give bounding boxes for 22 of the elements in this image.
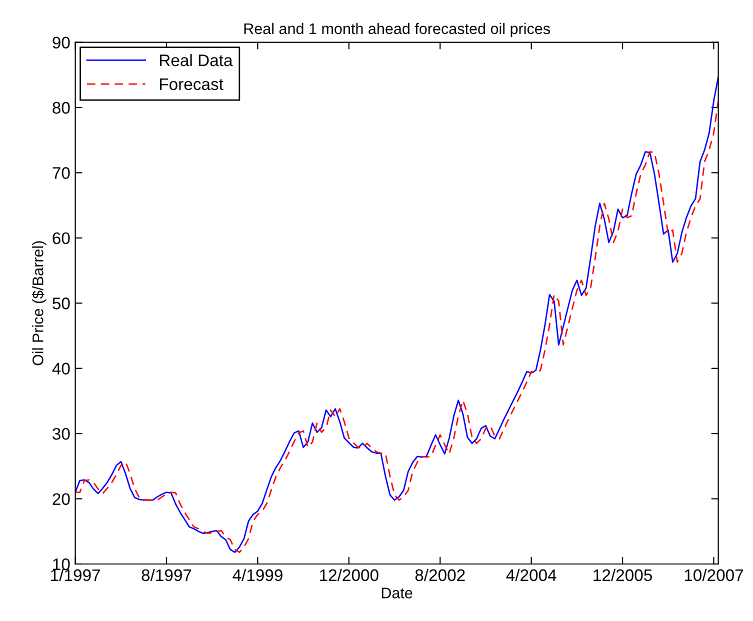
x-tick-label: 4/1999 <box>232 568 282 582</box>
x-axis-title: Date <box>382 588 412 598</box>
y-tick-label: 90 <box>52 36 70 49</box>
y-tick-label: 20 <box>52 493 70 505</box>
x-tick-label: 12/2000 <box>320 568 378 582</box>
x-tick-label: 4/2004 <box>506 568 556 582</box>
x-tick-label: 8/2002 <box>415 568 465 582</box>
chart-title: Real and 1 month ahead forecasted oil prices <box>244 22 550 38</box>
x-tick-label: 12/2005 <box>594 568 652 582</box>
y-tick-label: 80 <box>52 102 70 114</box>
y-tick-label: 10 <box>53 558 70 570</box>
y-axis-title: Oil Price ($/Barrel) <box>32 241 46 366</box>
y-tick-label: 50 <box>52 298 70 310</box>
x-tick-label: 8/1997 <box>142 568 192 582</box>
y-tick-label: 70 <box>52 167 70 179</box>
x-tick-label: 10/2007 <box>684 568 744 582</box>
y-tick-label: 60 <box>52 232 70 244</box>
legend-label: Forecast <box>160 78 224 90</box>
legend-label: Real Data <box>160 54 233 66</box>
y-tick-label: 30 <box>52 428 70 440</box>
y-tick-label: 40 <box>52 362 70 375</box>
x-tick-label: 1/1997 <box>51 568 100 582</box>
